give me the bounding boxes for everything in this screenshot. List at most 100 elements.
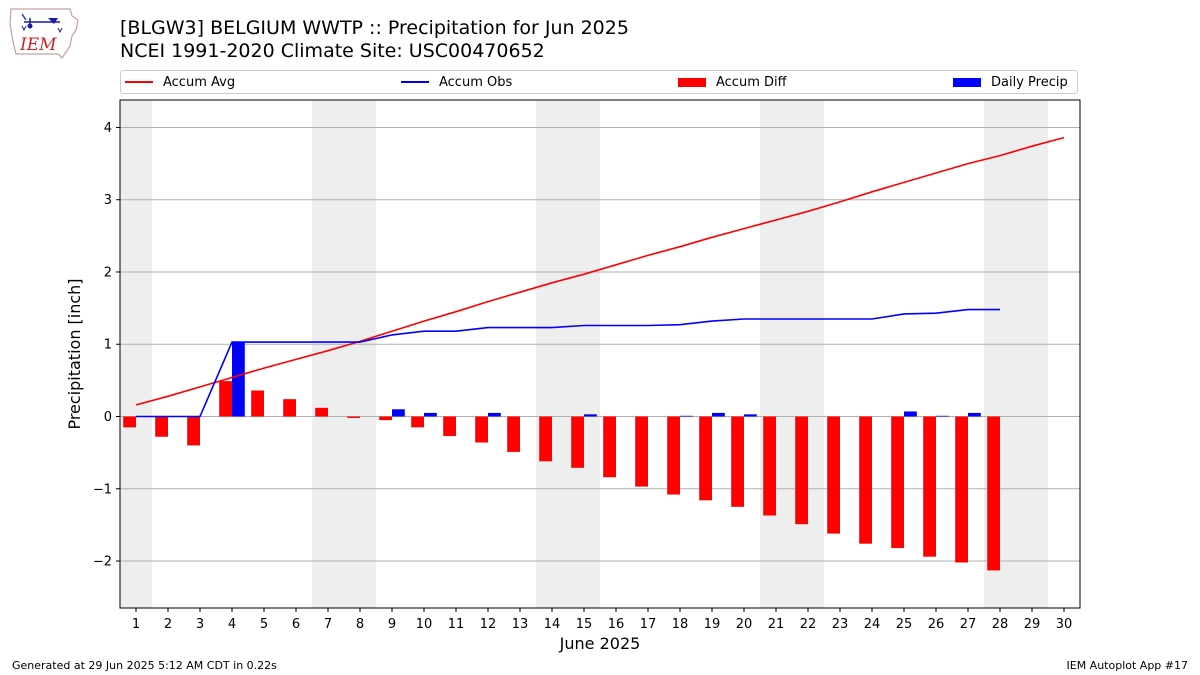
x-tick-label: 10	[416, 617, 433, 632]
legend-label: Accum Diff	[716, 74, 787, 90]
x-tick-label: 29	[1024, 617, 1041, 632]
y-tick-label: 4	[104, 121, 112, 136]
bar-accum-diff	[411, 416, 424, 428]
bar-daily-precip	[392, 409, 405, 417]
bar-daily-precip	[232, 342, 245, 417]
bar-accum-diff	[539, 416, 552, 462]
x-tick-label: 17	[640, 617, 657, 632]
x-tick-label: 12	[480, 617, 497, 632]
bar-accum-diff	[219, 381, 232, 417]
bar-accum-diff	[699, 416, 712, 501]
bar-accum-diff	[795, 416, 808, 525]
legend-label: Accum Avg	[163, 74, 236, 90]
y-axis-label: Precipitation [inch]	[65, 278, 84, 429]
bar-accum-diff	[315, 407, 328, 417]
chart-subtitle: NCEI 1991-2020 Climate Site: USC00470652	[120, 40, 545, 62]
bar-accum-diff	[443, 416, 456, 437]
bar-accum-diff	[571, 416, 584, 468]
bar-daily-precip	[712, 412, 725, 417]
bar-accum-diff	[347, 416, 360, 418]
x-tick-label: 4	[228, 617, 236, 632]
x-tick-label: 13	[512, 617, 529, 632]
logo-text: IEM	[19, 35, 57, 55]
x-tick-label: 28	[992, 617, 1009, 632]
x-tick-label: 1	[132, 617, 140, 632]
line-accum-obs	[136, 308, 1000, 418]
bar-accum-diff	[155, 416, 168, 437]
bar-accum-diff	[667, 416, 680, 495]
bar-accum-diff	[955, 416, 968, 563]
bar-accum-diff	[283, 399, 296, 417]
bar-accum-diff	[827, 416, 840, 534]
bar-accum-diff	[603, 416, 616, 478]
bar-daily-precip	[968, 412, 981, 417]
bar-accum-diff	[763, 416, 776, 516]
x-tick-label: 21	[768, 617, 785, 632]
x-tick-label: 3	[196, 617, 204, 632]
iem-logo: IEM	[8, 6, 80, 60]
legend-swatch	[125, 81, 153, 83]
x-tick-label: 2	[164, 617, 172, 632]
legend-swatch	[953, 77, 981, 87]
weekend-band	[760, 100, 824, 608]
bar-daily-precip	[936, 415, 949, 417]
x-tick-label: 20	[736, 617, 753, 632]
legend-item-accum-avg: Accum Avg	[125, 71, 235, 93]
bar-accum-diff	[731, 416, 744, 507]
x-tick-label: 24	[864, 617, 881, 632]
y-tick-label: −2	[93, 555, 112, 570]
bar-accum-diff	[635, 416, 648, 487]
bar-accum-diff	[379, 416, 392, 421]
y-tick-label: 2	[104, 265, 112, 280]
x-tick-label: 7	[324, 617, 332, 632]
legend-item-accum-diff: Accum Diff	[678, 71, 787, 93]
chart-legend: Accum Avg Accum Obs Accum Diff Daily Pre…	[120, 70, 1078, 94]
weekend-band	[536, 100, 600, 608]
legend-item-accum-obs: Accum Obs	[401, 71, 512, 93]
bar-daily-precip	[744, 414, 757, 417]
bar-daily-precip	[584, 414, 597, 417]
x-tick-label: 19	[704, 617, 721, 632]
bar-daily-precip	[424, 412, 437, 417]
bar-accum-diff	[475, 416, 488, 443]
footer-generated: Generated at 29 Jun 2025 5:12 AM CDT in …	[12, 659, 277, 672]
x-tick-label: 23	[832, 617, 849, 632]
legend-label: Accum Obs	[439, 74, 513, 90]
x-tick-label: 5	[260, 617, 268, 632]
bar-daily-precip	[904, 411, 917, 417]
x-tick-label: 15	[576, 617, 593, 632]
legend-item-daily-precip: Daily Precip	[953, 71, 1068, 93]
x-tick-label: 9	[388, 617, 396, 632]
legend-swatch	[678, 77, 706, 87]
y-tick-label: 0	[104, 410, 112, 425]
bar-accum-diff	[923, 416, 936, 557]
line-accum-avg	[135, 136, 1065, 406]
x-tick-label: 30	[1056, 617, 1073, 632]
bar-accum-diff	[507, 416, 520, 452]
bar-accum-diff	[187, 416, 200, 446]
bar-accum-diff	[251, 390, 264, 417]
footer-app: IEM Autoplot App #17	[1066, 659, 1189, 672]
y-tick-label: −1	[93, 482, 112, 497]
chart-title: [BLGW3] BELGIUM WWTP :: Precipitation fo…	[120, 17, 629, 39]
x-tick-label: 8	[356, 617, 364, 632]
legend-swatch	[401, 81, 429, 83]
x-tick-label: 14	[544, 617, 561, 632]
weekend-band	[312, 100, 376, 608]
bar-accum-diff	[891, 416, 904, 549]
y-tick-label: 1	[104, 338, 112, 353]
x-tick-label: 6	[292, 617, 300, 632]
x-tick-label: 22	[800, 617, 817, 632]
bar-accum-diff	[859, 416, 872, 544]
x-tick-label: 25	[896, 617, 913, 632]
x-tick-label: 27	[960, 617, 977, 632]
y-tick-label: 3	[104, 193, 112, 208]
bar-accum-diff	[123, 416, 136, 428]
legend-label: Daily Precip	[991, 74, 1068, 90]
x-tick-label: 11	[448, 617, 465, 632]
plot-frame	[119, 99, 1081, 609]
x-tick-label: 16	[608, 617, 625, 632]
x-axis-label: June 2025	[559, 634, 641, 653]
bar-daily-precip	[680, 415, 693, 417]
